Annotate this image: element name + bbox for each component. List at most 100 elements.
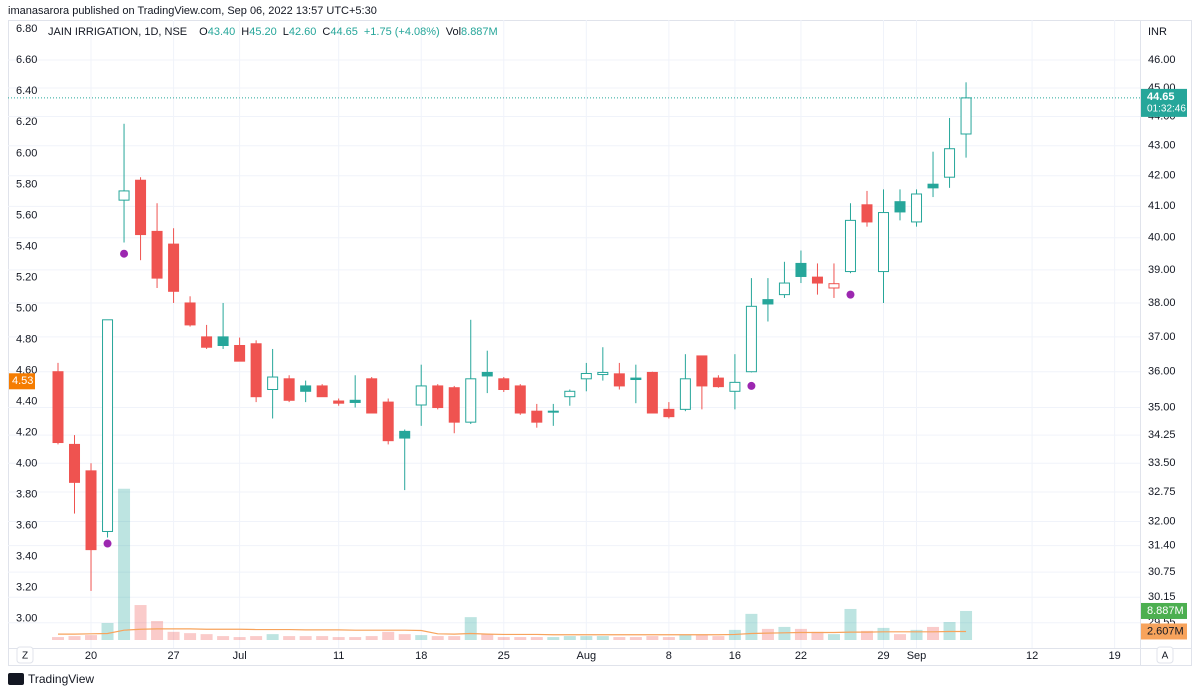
x-tick-label: Jul [233,650,247,662]
volume-bar [778,626,791,640]
y2-tick-label: 4.00 [16,457,37,469]
legend-change: +1.75 (+4.08%) [364,26,440,38]
candle-body [729,381,741,392]
candle-body [531,410,543,423]
countdown: 01:32:46 [1147,104,1186,115]
volume-bar [596,636,609,640]
x-tick-label: 8 [666,650,672,662]
volume-bar [563,636,576,640]
x-tick-label: 12 [1026,650,1038,662]
y2-tick-label: 4.40 [16,395,37,407]
signal-dot [120,249,129,258]
candle-body [778,282,790,296]
volume-bar [827,634,840,640]
candle-body [481,371,493,377]
volume-bar [365,636,378,640]
candle-body [69,443,81,483]
last-price-tag [1141,88,1187,117]
legend-vol-value: 8.887M [461,26,498,38]
y-tick-label: 30.15 [1148,591,1176,603]
volume-bar [52,637,64,640]
candle-body [613,373,625,387]
y-tick-label: 36.00 [1148,366,1176,378]
y2-tick-label: 5.60 [16,209,37,221]
volume-bar [316,636,329,640]
signal-dot [103,539,112,548]
x-tick-label: 20 [85,650,97,662]
volume-bar [745,613,758,640]
candle-body [927,183,939,189]
scale-button-label[interactable]: Z [22,651,28,662]
volume-bar [283,636,296,640]
candle-body [382,401,394,442]
volume-bar [547,637,560,640]
y2-tick-label: 3.80 [16,488,37,500]
candle-body [878,212,889,273]
y-tick-label: 39.00 [1148,264,1176,276]
candle-body [85,470,97,551]
scale-button[interactable] [16,646,34,664]
volume-bar [679,635,692,640]
scale-button-label[interactable]: A [1162,651,1169,662]
legend-value: 45.20 [249,26,277,38]
candle-body [217,336,229,346]
volume-bar [530,637,543,640]
y-tick-label: 35.00 [1148,401,1176,413]
currency: INR [1148,26,1167,38]
y2-tick-label: 6.40 [16,85,37,97]
y2-tick-label: 6.00 [16,147,37,159]
candle-body [432,385,444,409]
candle-body [696,355,708,387]
candle-body [283,378,295,401]
volume-ma-tag [1141,623,1187,640]
volume-bar [811,631,824,640]
candle-body [861,204,873,223]
publisher: imanasarora published on TradingView.com… [8,5,377,17]
candle-body [366,378,378,414]
x-tick-label: 27 [167,650,179,662]
candle-body [514,385,526,414]
candle-body [844,219,856,273]
y-tick-label: 31.40 [1148,539,1176,551]
candle-body [300,385,312,392]
volume-ma-line [58,628,967,636]
volume-bar [85,635,98,640]
last-price-text: 44.65 [1147,91,1175,103]
scale-button[interactable] [1156,646,1174,664]
signal-dot [747,381,756,390]
x-tick-label: 19 [1109,650,1121,662]
candle-body [201,336,213,348]
legend-key: C [322,26,330,38]
candle-body [630,377,642,381]
candle-body [250,343,262,398]
volume-bar [217,636,230,640]
y-tick-label: 37.00 [1148,331,1176,343]
volume-bar [299,636,312,640]
y2-tick-label: 6.60 [16,54,37,66]
candle-body [415,385,427,406]
candle-body [745,305,757,373]
x-tick-label: 25 [498,650,510,662]
y-tick-label: 46.00 [1148,54,1176,66]
volume-bar [118,488,131,640]
signal-dot [846,290,855,299]
candle-body [960,97,972,135]
volume-bar [398,634,411,640]
x-tick-label: 18 [415,650,427,662]
volume-bar [894,634,907,640]
y-tick-label: 38.00 [1148,297,1176,309]
y-tick-label: 41.00 [1148,200,1176,212]
candle-body [564,390,576,398]
volume-bar [184,633,197,640]
y2-marker-tag [9,373,35,390]
volume-bar [927,626,940,640]
volume-bar [481,634,494,640]
candle-body [712,377,724,388]
brand-logo [8,673,24,685]
candle-body [399,430,411,439]
volume-bar [134,605,147,640]
volume-bar [349,637,362,640]
volume-bar [695,635,708,640]
y2-tick-label: 5.40 [16,240,37,252]
